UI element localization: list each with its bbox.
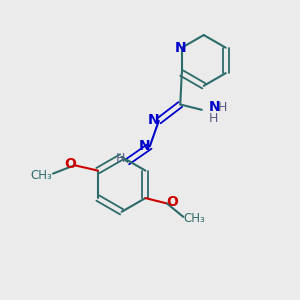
Text: N: N — [175, 41, 186, 55]
Text: N: N — [148, 113, 159, 127]
Text: H: H — [208, 112, 218, 125]
Text: CH₃: CH₃ — [184, 212, 206, 225]
Text: H: H — [217, 101, 227, 114]
Text: H: H — [116, 152, 125, 165]
Text: O: O — [64, 157, 76, 171]
Text: N: N — [139, 139, 150, 153]
Text: N: N — [208, 100, 220, 114]
Text: O: O — [166, 195, 178, 209]
Text: CH₃: CH₃ — [31, 169, 52, 182]
